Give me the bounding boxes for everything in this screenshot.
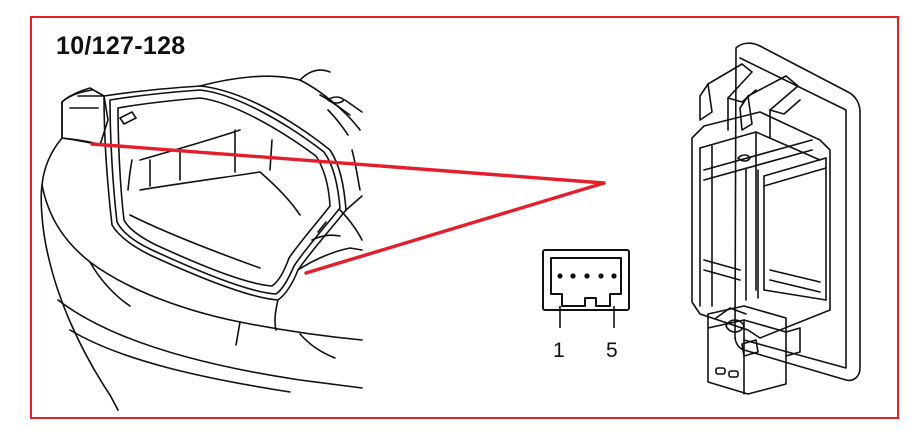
pin-dot <box>557 273 563 279</box>
connector-face <box>542 249 630 328</box>
pin-label-first: 1 <box>553 339 565 362</box>
pin-label-last: 5 <box>606 339 618 362</box>
diagram-frame <box>30 16 899 419</box>
pin-dot <box>611 273 617 279</box>
reference-code: 10/127-128 <box>56 32 186 60</box>
car-trunk-illustration <box>40 69 363 411</box>
pin-dot <box>598 273 604 279</box>
pin-dot <box>570 273 576 279</box>
pointer-lines <box>90 142 606 275</box>
pointer-line-upper <box>90 142 606 185</box>
pin-dot <box>584 273 590 279</box>
connector-housing-illustration <box>691 42 861 395</box>
connector-pins <box>557 273 617 279</box>
pointer-line-lower <box>304 181 606 275</box>
